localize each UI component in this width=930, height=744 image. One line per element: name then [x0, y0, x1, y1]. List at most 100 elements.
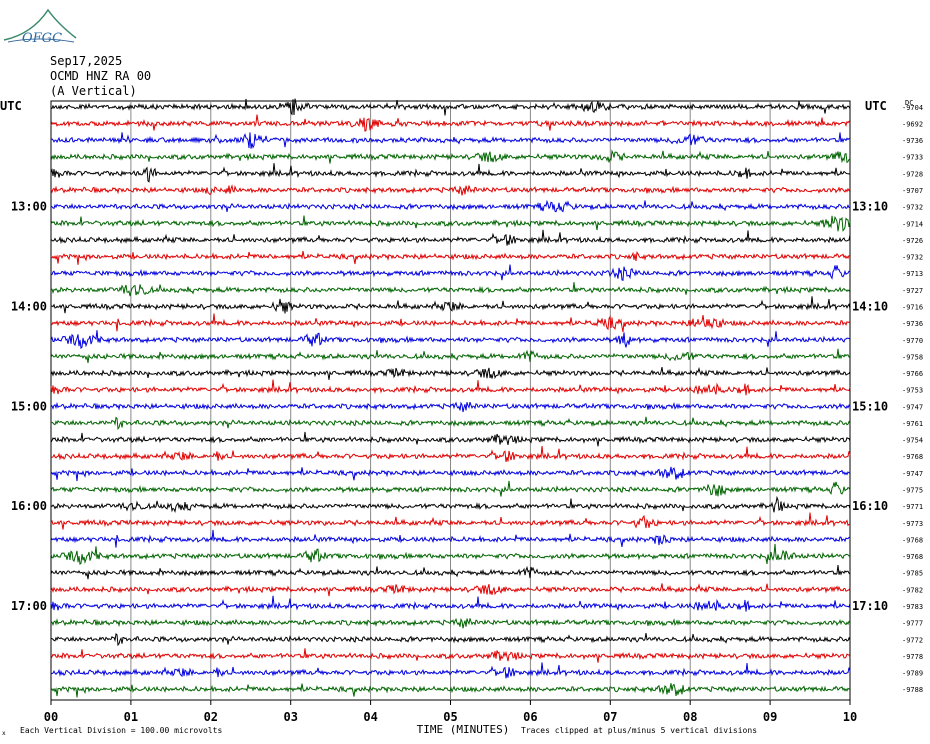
footer-clip-note: Traces clipped at plus/minus 5 vertical … — [521, 726, 757, 735]
dc-offset-label: -9777 — [902, 620, 923, 628]
seismic-trace — [50, 529, 851, 548]
seismic-trace — [50, 431, 851, 447]
x-tick-label: 03 — [283, 710, 297, 724]
seismic-trace — [50, 466, 851, 482]
ofgc-logo: OFGC — [2, 4, 78, 46]
seismic-trace — [50, 184, 851, 196]
dc-offset-label: -9758 — [902, 353, 923, 361]
dc-offset-label: -9782 — [902, 586, 923, 594]
dc-offset-label: -9707 — [902, 187, 923, 195]
left-hour-label: 16:00 — [11, 499, 47, 513]
dc-offset-label: -9754 — [902, 437, 923, 445]
dc-offset-label: -9768 — [902, 536, 923, 544]
left-hour-label: 15:00 — [11, 399, 47, 413]
dc-offset-label: -9713 — [902, 270, 923, 278]
dc-offset-label: -9766 — [902, 370, 923, 378]
seismic-trace — [50, 215, 851, 232]
station-id: OCMD HNZ RA 00 — [50, 69, 152, 83]
logo-text: OFGC — [22, 31, 62, 46]
seismic-trace — [50, 565, 851, 580]
seismic-trace — [50, 512, 850, 530]
dc-offset-label: -9726 — [902, 237, 923, 245]
dc-offset-label: -9727 — [902, 287, 923, 295]
dc-offset-label: -9732 — [902, 204, 923, 212]
seismic-trace — [50, 330, 851, 350]
seismic-trace — [50, 250, 851, 265]
left-utc-label: UTC — [0, 99, 22, 113]
seismic-trace — [50, 163, 851, 183]
seismic-trace — [50, 98, 851, 116]
dc-offset-label: -9789 — [902, 670, 923, 678]
dc-offset-label: -9714 — [902, 220, 923, 228]
dc-offset-label: -9768 — [902, 553, 923, 561]
x-tick-label: 01 — [124, 710, 138, 724]
component-label: (A Vertical) — [50, 84, 137, 98]
seismic-trace — [50, 495, 851, 514]
dc-offset-label: -9773 — [902, 520, 923, 528]
seismic-trace — [50, 282, 851, 297]
right-hour-label: 13:10 — [852, 200, 888, 214]
x-tick-label: 09 — [763, 710, 777, 724]
dc-offset-label: -9747 — [902, 470, 923, 478]
seismic-trace — [50, 401, 851, 413]
seismic-trace — [50, 648, 851, 663]
right-hour-label: 16:10 — [852, 499, 888, 513]
right-utc-label: UTC — [865, 99, 887, 113]
dc-offset-label: -9772 — [902, 636, 923, 644]
dc-offset-label: -9736 — [902, 320, 923, 328]
dc-offset-label: -9736 — [902, 137, 923, 145]
x-tick-label: 02 — [204, 710, 218, 724]
dc-offset-label: -9753 — [902, 387, 923, 395]
dc-offset-label: -9692 — [902, 120, 923, 128]
dc-offset-label: -9788 — [902, 686, 923, 694]
seismic-trace — [50, 296, 851, 314]
right-hour-label: 17:10 — [852, 599, 888, 613]
x-tick-label: 05 — [443, 710, 457, 724]
seismic-trace — [50, 264, 851, 282]
dc-offset-label: -9733 — [902, 154, 923, 162]
dc-offset-label: -9747 — [902, 403, 923, 411]
left-hour-label: 17:00 — [11, 599, 47, 613]
dc-offset-label: -9716 — [902, 303, 923, 311]
seismic-trace — [50, 446, 851, 463]
plot-grid — [50, 100, 851, 705]
x-tick-label: 04 — [363, 710, 377, 724]
dc-offset-label: -9732 — [902, 254, 923, 262]
left-hour-label: 14:00 — [11, 299, 47, 313]
seismic-trace — [50, 543, 851, 566]
seismic-trace — [50, 480, 851, 497]
seismic-trace — [50, 662, 851, 679]
dc-offset-label: -9768 — [902, 453, 923, 461]
seismic-trace — [50, 114, 851, 132]
seismic-trace — [50, 583, 851, 597]
chart-date: Sep17,2025 — [50, 54, 123, 68]
right-hour-label: 14:10 — [852, 299, 888, 313]
seismic-trace — [50, 617, 851, 629]
x-tick-label: 07 — [603, 710, 617, 724]
x-tick-label: 08 — [683, 710, 697, 724]
dc-offset-label: -9771 — [902, 503, 923, 511]
seismic-trace — [50, 229, 851, 246]
seismic-trace — [50, 683, 851, 698]
dc-offset-label: -9704 — [902, 104, 923, 112]
seismic-trace — [50, 595, 851, 612]
x-tick-label: 10 — [843, 710, 857, 724]
x-axis-label: TIME (MINUTES) — [417, 723, 510, 736]
dc-offset-label: -9778 — [902, 653, 923, 661]
dc-label: DC — [905, 99, 913, 107]
seismic-trace — [50, 149, 851, 164]
seismic-trace — [50, 313, 851, 333]
right-hour-label: 15:10 — [852, 399, 888, 413]
footer-scale-note: Each Vertical Division = 100.00 microvol… — [20, 726, 222, 735]
x-tick-label: 00 — [44, 710, 58, 724]
seismic-trace — [50, 632, 851, 647]
dc-offset-label: -9783 — [902, 603, 923, 611]
dc-offset-label: -9775 — [902, 487, 923, 495]
x-tick-label: 06 — [523, 710, 537, 724]
footer-mark: x — [2, 730, 6, 737]
left-hour-label: 13:00 — [11, 200, 47, 214]
seismic-trace — [50, 199, 851, 213]
seismic-trace — [50, 132, 851, 149]
dc-offset-label: -9785 — [902, 570, 923, 578]
seismic-traces — [50, 98, 851, 698]
